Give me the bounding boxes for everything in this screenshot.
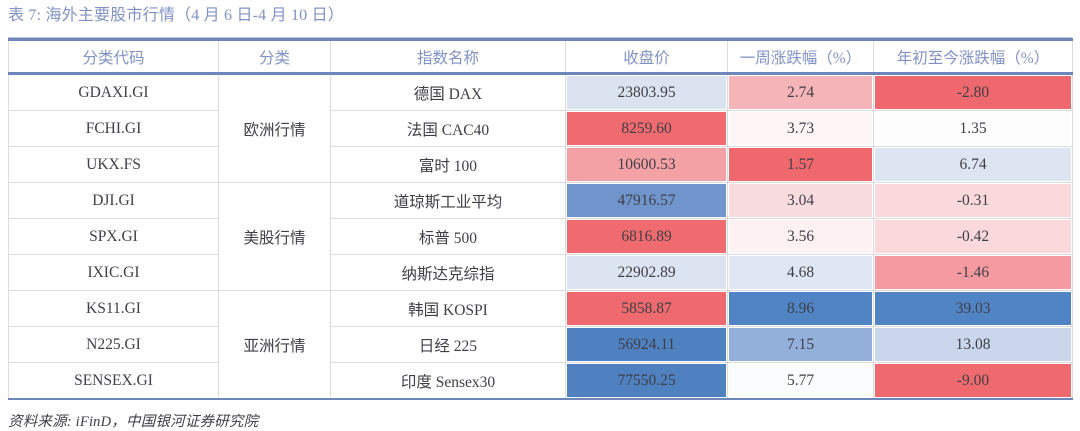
week-change-cell: 7.15 xyxy=(727,326,874,363)
index-name-cell: 标普 500 xyxy=(330,218,566,255)
close-value-cell: 5858.87 xyxy=(565,290,728,327)
source-note: 资料来源: iFinD，中国银河证券研究院 xyxy=(8,414,259,430)
close-value-cell: 56924.11 xyxy=(565,326,728,363)
close-value-cell: 47916.57 xyxy=(565,182,728,219)
week-change-cell: 4.68 xyxy=(727,254,874,291)
code-cell: FCHI.GI xyxy=(8,110,219,147)
table-row: IXIC.GI 纳斯达克综指 22902.89 4.68 -1.46 xyxy=(8,254,1073,291)
table-body: GDAXI.GI 欧洲行情 德国 DAX 23803.95 2.74 -2.80 FCHI.… xyxy=(8,73,1073,400)
header-cell-category: 分类 xyxy=(218,39,331,75)
code-cell: SENSEX.GI xyxy=(8,362,219,400)
ytd-change-cell: 13.08 xyxy=(873,326,1073,363)
header-cell-close: 收盘价 xyxy=(565,39,728,75)
close-value-cell: 10600.53 xyxy=(565,146,728,183)
table-row: SENSEX.GI 印度 Sensex30 77550.25 5.77 -9.00 xyxy=(8,362,1073,400)
table-row: UKX.FS 富时 100 10600.53 1.57 6.74 xyxy=(8,146,1073,183)
header-cell-index-name: 指数名称 xyxy=(330,39,566,75)
table-row: KS11.GI 亚洲行情 韩国 KOSPI 5858.87 8.96 39.03 xyxy=(8,290,1073,400)
market-table: 分类代码 分类 指数名称 收盘价 一周涨跌幅（%） 年初至今涨跌幅（%） GDA… xyxy=(8,38,1073,400)
ytd-change-cell: 1.35 xyxy=(873,110,1073,147)
market-table-wrapper: 分类代码 分类 指数名称 收盘价 一周涨跌幅（%） 年初至今涨跌幅（%） GDA… xyxy=(8,37,1073,400)
header-cell-week-change: 一周涨跌幅（%） xyxy=(727,39,874,75)
close-value-cell: 77550.25 xyxy=(565,362,728,400)
code-cell: GDAXI.GI xyxy=(8,73,219,111)
close-value-cell: 23803.95 xyxy=(565,73,728,111)
week-change-cell: 3.73 xyxy=(727,110,874,147)
week-change-cell: 1.57 xyxy=(727,146,874,183)
ytd-change-cell: -0.42 xyxy=(873,218,1073,255)
table-title: 表 7: 海外主要股市行情（4 月 6 日-4 月 10 日） xyxy=(8,7,344,24)
code-cell: IXIC.GI xyxy=(8,254,219,291)
index-name-cell: 纳斯达克综指 xyxy=(330,254,566,291)
index-name-cell: 韩国 KOSPI xyxy=(330,290,566,327)
category-cell: 亚洲行情 xyxy=(218,290,331,400)
week-change-cell: 2.74 xyxy=(727,73,874,111)
header-row: 分类代码 分类 指数名称 收盘价 一周涨跌幅（%） 年初至今涨跌幅（%） xyxy=(8,39,1073,75)
code-cell: DJI.GI xyxy=(8,182,219,219)
header-cell-code: 分类代码 xyxy=(8,39,219,75)
index-name-cell: 德国 DAX xyxy=(330,73,566,111)
close-value-cell: 6816.89 xyxy=(565,218,728,255)
table-row: SPX.GI 标普 500 6816.89 3.56 -0.42 xyxy=(8,218,1073,255)
index-name-cell: 道琼斯工业平均 xyxy=(330,182,566,219)
table-row: N225.GI 日经 225 56924.11 7.15 13.08 xyxy=(8,326,1073,363)
week-change-cell: 8.96 xyxy=(727,290,874,327)
ytd-change-cell: -9.00 xyxy=(873,362,1073,400)
ytd-change-cell: 6.74 xyxy=(873,146,1073,183)
index-name-cell: 法国 CAC40 xyxy=(330,110,566,147)
ytd-change-cell: -0.31 xyxy=(873,182,1073,219)
week-change-cell: 3.56 xyxy=(727,218,874,255)
index-name-cell: 日经 225 xyxy=(330,326,566,363)
close-value-cell: 8259.60 xyxy=(565,110,728,147)
code-cell: UKX.FS xyxy=(8,146,219,183)
week-change-cell: 5.77 xyxy=(727,362,874,400)
index-name-cell: 印度 Sensex30 xyxy=(330,362,566,400)
ytd-change-cell: -2.80 xyxy=(873,73,1073,111)
table-row: FCHI.GI 法国 CAC40 8259.60 3.73 1.35 xyxy=(8,110,1073,147)
code-cell: SPX.GI xyxy=(8,218,219,255)
week-change-cell: 3.04 xyxy=(727,182,874,219)
category-cell: 欧洲行情 xyxy=(218,73,331,183)
ytd-change-cell: 39.03 xyxy=(873,290,1073,327)
category-cell: 美股行情 xyxy=(218,182,331,291)
code-cell: KS11.GI xyxy=(8,290,219,327)
table-row: GDAXI.GI 欧洲行情 德国 DAX 23803.95 2.74 -2.80 xyxy=(8,73,1073,183)
close-value-cell: 22902.89 xyxy=(565,254,728,291)
table-row: DJI.GI 美股行情 道琼斯工业平均 47916.57 3.04 -0.31 xyxy=(8,182,1073,291)
index-name-cell: 富时 100 xyxy=(330,146,566,183)
ytd-change-cell: -1.46 xyxy=(873,254,1073,291)
header-cell-ytd-change: 年初至今涨跌幅（%） xyxy=(873,39,1073,75)
code-cell: N225.GI xyxy=(8,326,219,363)
